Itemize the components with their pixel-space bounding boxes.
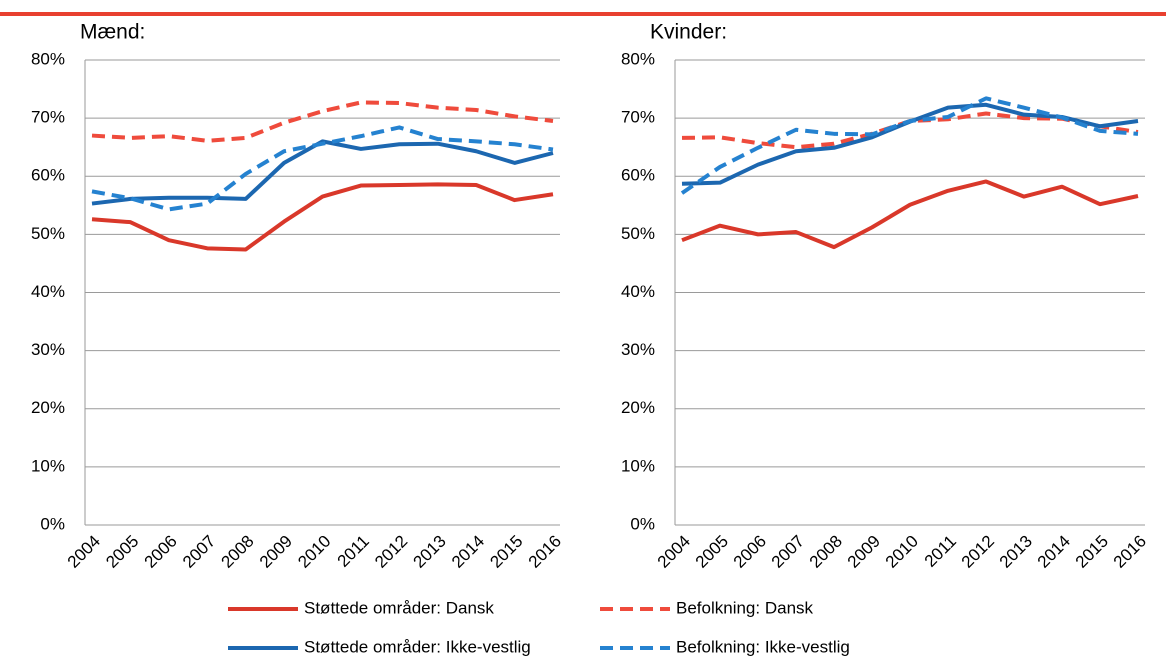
legend-label: Støttede områder: Ikke-vestlig — [304, 637, 531, 656]
x-tick-label: 2015 — [1072, 532, 1112, 572]
x-tick-label: 2010 — [882, 532, 922, 572]
y-tick-label: 40% — [621, 282, 655, 301]
chart-title: Mænd: — [80, 21, 145, 44]
y-tick-label: 0% — [630, 514, 655, 533]
x-tick-label: 2004 — [654, 532, 694, 572]
series-line — [681, 179, 1139, 250]
x-tick-label: 2009 — [844, 532, 884, 572]
series-line — [680, 96, 1139, 195]
x-tick-label: 2016 — [525, 532, 565, 572]
x-tick-label: 2005 — [692, 532, 732, 572]
y-tick-label: 50% — [621, 224, 655, 243]
legend-label: Støttede områder: Dansk — [304, 598, 494, 617]
y-tick-label: 40% — [31, 282, 65, 301]
x-tick-label: 2014 — [1034, 532, 1074, 572]
x-tick-label: 2011 — [334, 532, 373, 571]
chart-title: Kvinder: — [650, 21, 727, 44]
y-tick-label: 30% — [31, 340, 65, 359]
x-tick-label: 2007 — [768, 532, 808, 572]
y-tick-label: 70% — [621, 108, 655, 127]
x-tick-label: 2012 — [371, 532, 411, 572]
x-tick-label: 2008 — [806, 532, 846, 572]
x-tick-label: 2015 — [486, 532, 526, 572]
y-tick-label: 10% — [31, 456, 65, 475]
x-tick-label: 2013 — [410, 532, 450, 572]
legend-label: Befolkning: Dansk — [676, 598, 814, 617]
x-tick-label: 2014 — [448, 532, 488, 572]
x-tick-label: 2010 — [294, 532, 334, 572]
x-tick-label: 2008 — [217, 532, 257, 572]
x-tick-label: 2007 — [179, 532, 219, 572]
x-tick-label: 2009 — [256, 532, 296, 572]
x-tick-label: 2005 — [102, 532, 142, 572]
top-rule — [0, 12, 1166, 16]
x-tick-label: 2016 — [1110, 532, 1150, 572]
series-line — [91, 125, 554, 212]
series-line — [91, 100, 554, 143]
y-tick-label: 50% — [31, 224, 65, 243]
series-line — [91, 182, 554, 252]
legend-label: Befolkning: Ikke-vestlig — [676, 637, 850, 656]
y-tick-label: 60% — [621, 166, 655, 185]
y-tick-label: 0% — [40, 514, 65, 533]
y-tick-label: 60% — [31, 166, 65, 185]
x-tick-label: 2011 — [921, 532, 960, 571]
x-tick-label: 2013 — [996, 532, 1036, 572]
y-tick-label: 80% — [621, 49, 655, 68]
y-tick-label: 80% — [31, 49, 65, 68]
y-tick-label: 30% — [621, 340, 655, 359]
y-tick-label: 70% — [31, 108, 65, 127]
y-tick-label: 20% — [621, 398, 655, 417]
x-tick-label: 2006 — [141, 532, 181, 572]
x-tick-label: 2006 — [730, 532, 770, 572]
x-tick-label: 2004 — [64, 532, 104, 572]
y-tick-label: 20% — [31, 398, 65, 417]
series-line — [681, 102, 1139, 186]
y-tick-label: 10% — [621, 456, 655, 475]
x-tick-label: 2012 — [958, 532, 998, 572]
series-line — [91, 139, 554, 206]
